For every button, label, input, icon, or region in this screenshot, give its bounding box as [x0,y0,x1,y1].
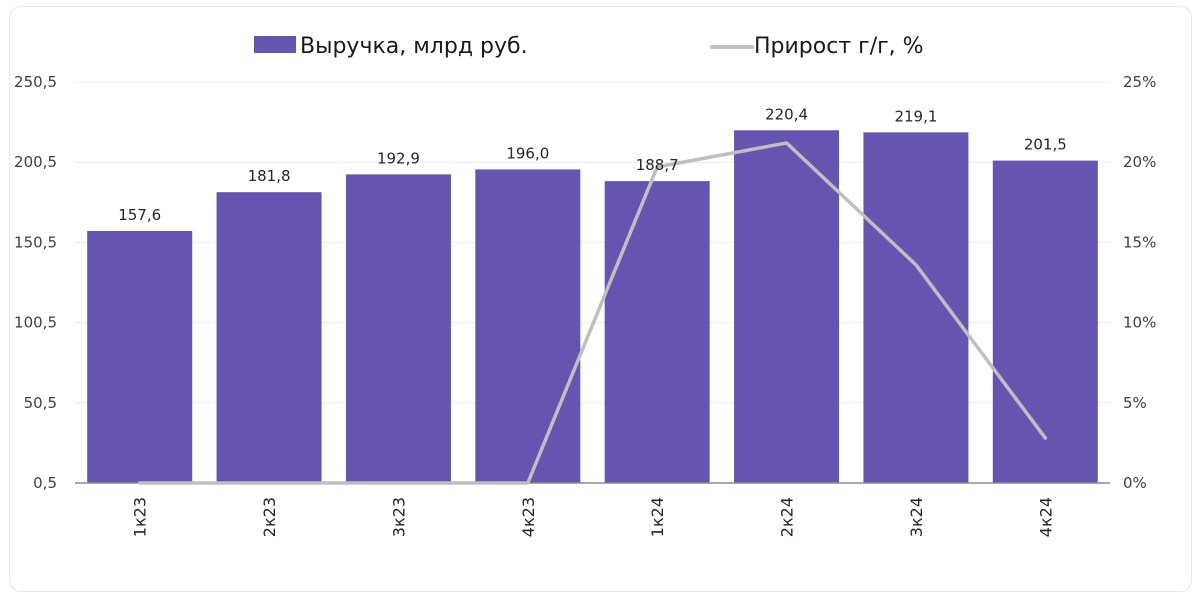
revenue-bar [345,174,451,484]
right-axis-tick: 0% [1123,474,1147,492]
revenue-bar [475,169,581,483]
left-axis-tick: 150,5 [14,233,57,251]
bar-value-label: 188,7 [636,156,679,174]
revenue-bar [734,130,840,483]
legend-bar-label: Выручка, млрд руб. [300,34,528,59]
bar-value-label: 201,5 [1024,136,1067,154]
growth-polyline [137,141,1048,485]
bar-data-labels: 157,6 181,8 192,9 196,0 188,7 220,4 219,1 201,5 [118,105,1067,224]
bar-value-label: 220,4 [765,105,808,123]
x-axis-label: 4к24 [1036,497,1055,537]
revenue-bar [604,181,710,483]
x-axis-label: 3к24 [907,497,926,537]
right-axis-tick: 15% [1123,233,1156,251]
x-axis-label: 3к23 [389,497,408,537]
right-axis-ticks: 0% 5% 10% 15% 20% 25% [1123,73,1156,492]
right-axis-tick: 25% [1123,73,1156,91]
left-axis-tick: 250,5 [14,73,57,91]
x-axis-label: 1к24 [648,497,667,537]
left-axis-tick: 200,5 [14,153,57,171]
revenue-bar [863,132,969,483]
bar-value-label: 157,6 [118,206,161,224]
legend: Выручка, млрд руб. Прирост г/г, % [254,34,924,59]
x-axis-label: 2к23 [260,497,279,537]
revenue-bar [216,192,322,483]
revenue-bars [87,130,1098,484]
bar-value-label: 219,1 [894,107,937,125]
revenue-bar [87,231,193,483]
left-axis-tick: 100,5 [14,314,57,332]
bar-value-label: 181,8 [248,167,291,185]
x-axis-labels: 1к23 2к23 3к23 4к23 1к24 2к24 3к24 4к24 [131,497,1056,537]
x-axis-label: 1к23 [131,497,150,537]
right-axis-tick: 5% [1123,394,1147,412]
x-axis-label: 4к23 [519,497,538,537]
legend-bar-swatch [254,36,296,53]
right-axis-tick: 20% [1123,153,1156,171]
legend-line-label: Прирост г/г, % [754,34,924,59]
left-axis-tick: 0,5 [33,474,57,492]
bar-value-label: 196,0 [506,144,549,162]
x-axis-label: 2к24 [778,497,797,537]
revenue-bar [992,160,1098,483]
growth-line [137,141,1048,485]
left-axis-ticks: 0,5 50,5 100,5 150,5 200,5 250,5 [14,73,57,492]
right-axis-tick: 10% [1123,314,1156,332]
left-axis-tick: 50,5 [24,394,57,412]
bar-value-label: 192,9 [377,149,420,167]
